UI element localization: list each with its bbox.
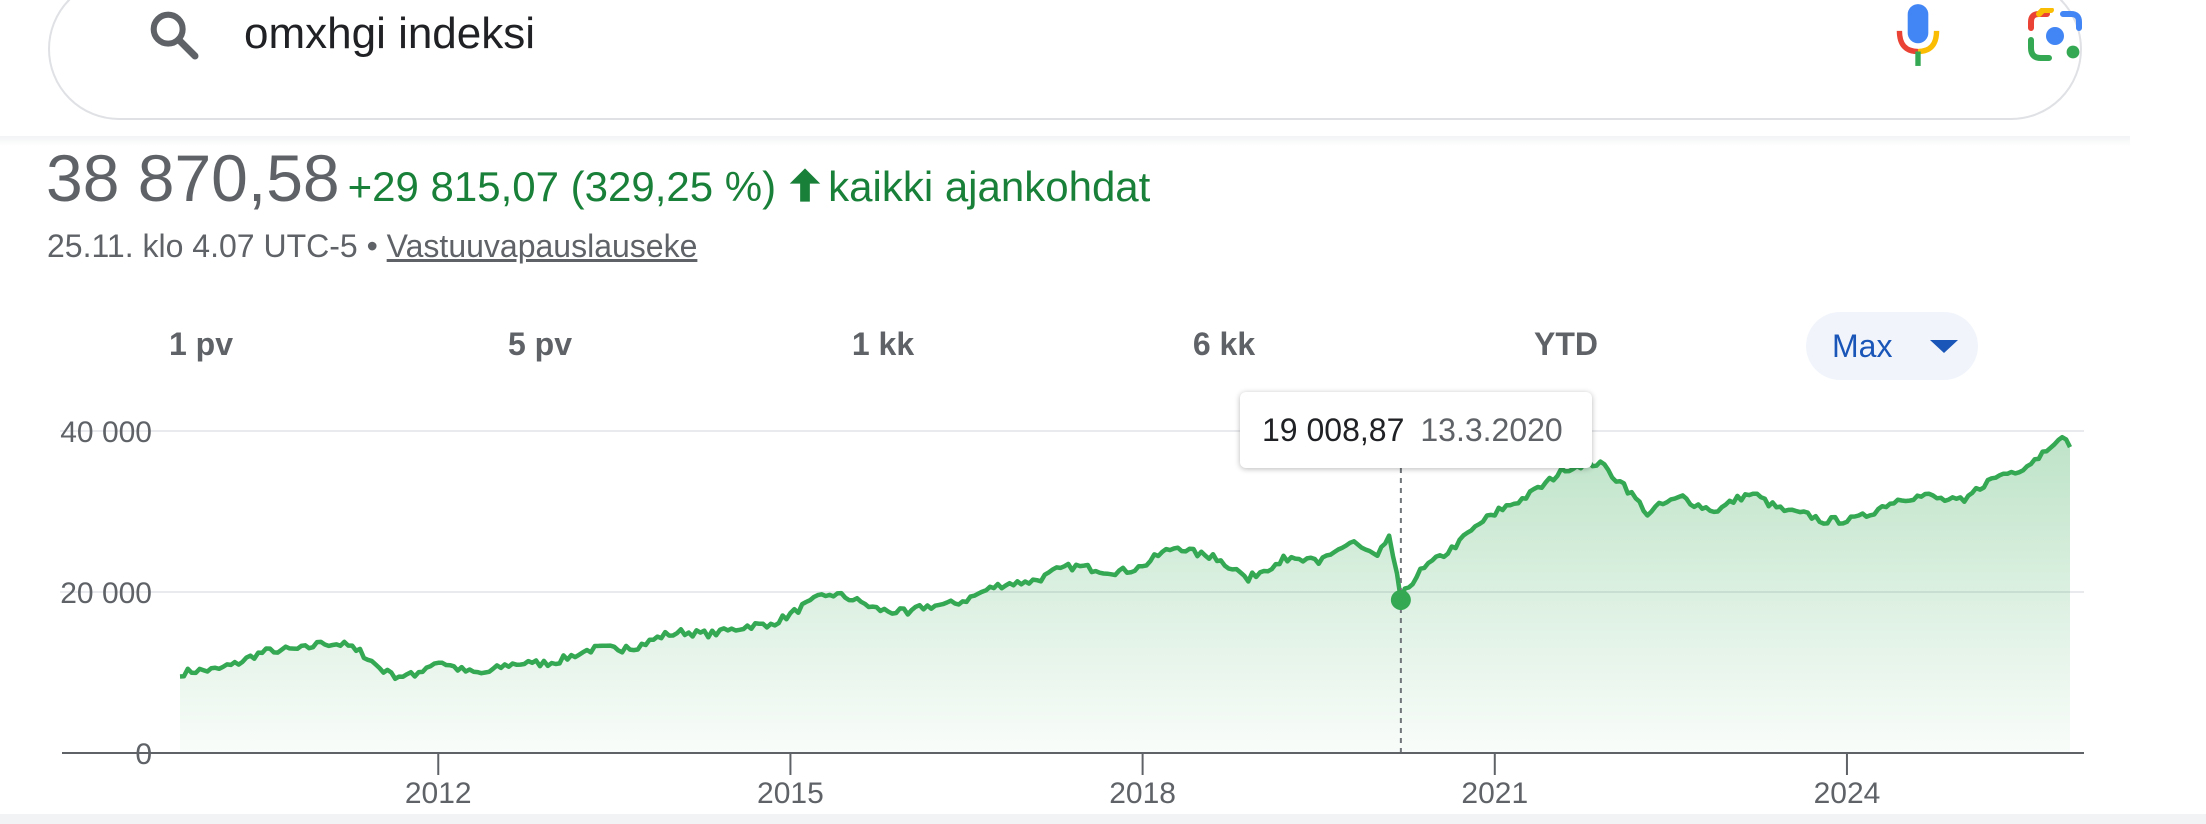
change-period: kaikki ajankohdat — [828, 163, 1151, 210]
disclaimer-link[interactable]: Vastuuvapauslauseke — [386, 228, 698, 264]
tooltip-value: 19 008,87 — [1262, 412, 1405, 448]
x-tick-label: 2015 — [757, 777, 824, 810]
hover-point — [1390, 589, 1411, 610]
quote-timestamp-row: 25.11. klo 4.07 UTC-5 • Vastuuvapauslaus… — [47, 228, 697, 265]
tab-ytd[interactable]: YTD — [1534, 326, 1598, 362]
tab-6-months[interactable]: 6 kk — [1192, 326, 1256, 362]
tooltip-date: 13.3.2020 — [1420, 412, 1563, 448]
x-tick-label: 2021 — [1461, 777, 1528, 810]
x-tick-label: 2018 — [1109, 777, 1176, 810]
price-area-fill — [180, 437, 2070, 753]
chevron-down-icon — [1930, 340, 1958, 353]
tab-max[interactable]: Max — [1806, 312, 1978, 380]
current-price: 38 870,58 — [46, 141, 340, 215]
y-tick-label: 40 000 — [60, 416, 152, 449]
quote-timestamp: 25.11. klo 4.07 UTC-5 • — [47, 228, 378, 264]
lens-camera-icon[interactable] — [2025, 8, 2085, 64]
x-tick-label: 2024 — [1814, 777, 1881, 810]
chart-tooltip: 19 008,87 13.3.2020 — [1240, 392, 1592, 468]
search-input[interactable]: omxhgi indeksi — [244, 9, 536, 58]
y-tick-label: 20 000 — [60, 577, 152, 610]
bottom-divider — [0, 814, 2206, 824]
price-chart[interactable]: 0 20 000 40 000 2012 2015 2018 2021 2024 — [0, 380, 2206, 814]
arrow-up-icon — [789, 168, 821, 202]
tab-1-day[interactable]: 1 pv — [168, 326, 234, 362]
microphone-icon[interactable] — [1893, 2, 1943, 68]
axis-layer: 0 20 000 40 000 2012 2015 2018 2021 2024 — [60, 416, 2084, 810]
tab-1-month[interactable]: 1 kk — [851, 326, 915, 362]
search-icon[interactable] — [146, 7, 202, 63]
quote-summary: 38 870,58 +29 815,07 (329,25 %) kaikki aj… — [46, 140, 1150, 216]
tab-5-days[interactable]: 5 pv — [507, 326, 573, 362]
price-line — [179, 434, 2073, 682]
search-bar[interactable]: omxhgi indeksi — [48, 0, 2082, 120]
price-change: +29 815,07 (329,25 %) — [347, 163, 777, 210]
tab-max-label: Max — [1832, 328, 1893, 364]
header-divider — [0, 136, 2130, 146]
y-tick-label: 0 — [135, 738, 152, 771]
x-tick-label: 2012 — [405, 777, 472, 810]
